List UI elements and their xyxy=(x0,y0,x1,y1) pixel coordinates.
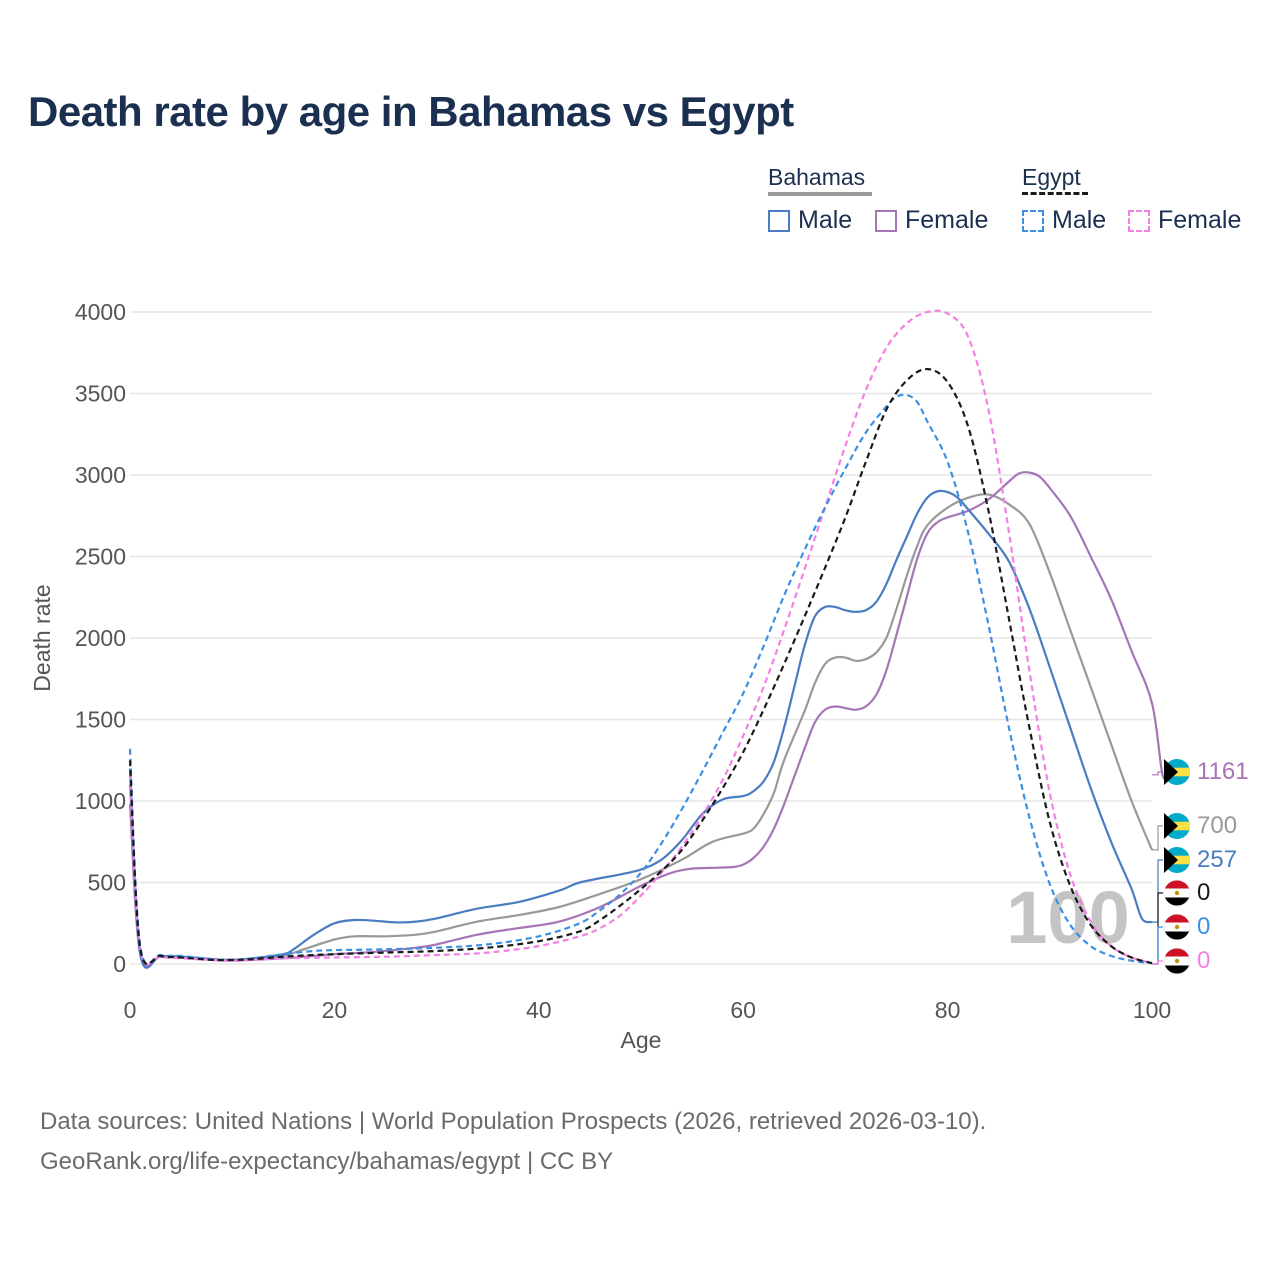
x-tick-label: 40 xyxy=(526,997,552,1023)
legend-label-bahamas-male: Male xyxy=(798,206,853,234)
flag-bahamas-triangle xyxy=(1164,813,1178,839)
x-axis-label: Age xyxy=(621,1027,662,1053)
x-tick-label: 80 xyxy=(935,997,961,1023)
series-line-egypt-female xyxy=(128,309,1153,966)
legend-group-egypt: Egypt xyxy=(1022,164,1081,190)
series-line-egypt-total xyxy=(128,368,1153,966)
y-axis-label: Death rate xyxy=(29,584,55,691)
legend-item-egypt-male[interactable]: Male xyxy=(1022,206,1106,235)
x-tick-label: 100 xyxy=(1133,997,1171,1023)
legend-group-bahamas-underline xyxy=(768,192,872,196)
legend-item-bahamas-female[interactable]: Female xyxy=(875,206,988,235)
end-label-value-egypt-total: 0 xyxy=(1197,879,1210,906)
series-line-bahamas-male xyxy=(128,489,1153,969)
end-label-value-bahamas-total: 700 xyxy=(1197,812,1237,839)
y-tick-label: 3000 xyxy=(75,462,126,488)
x-tick-label: 60 xyxy=(730,997,756,1023)
end-label-value-bahamas-female: 1161 xyxy=(1197,758,1249,785)
legend-swatch-egypt-male xyxy=(1022,209,1044,232)
flag-egypt-red-band xyxy=(1165,880,1189,889)
legend-group-egypt-underline xyxy=(1022,192,1088,195)
end-label-value-bahamas-male: 257 xyxy=(1197,846,1237,873)
source-line-1: Data sources: United Nations | World Pop… xyxy=(40,1108,987,1135)
y-tick-label: 2500 xyxy=(75,544,126,570)
flag-egypt-black-band xyxy=(1165,931,1189,940)
legend-item-egypt-female[interactable]: Female xyxy=(1128,206,1241,235)
legend-label-egypt-male: Male xyxy=(1052,206,1107,234)
flag-bahamas-triangle xyxy=(1164,847,1178,873)
flag-egypt-eagle xyxy=(1174,890,1180,896)
end-label-connector xyxy=(1152,771,1163,776)
flag-egypt-red-band xyxy=(1165,914,1189,923)
y-tick-label: 3500 xyxy=(75,381,126,407)
end-label-connector xyxy=(1152,859,1163,923)
y-tick-label: 2000 xyxy=(75,625,126,651)
legend-swatch-egypt-female xyxy=(1128,209,1150,232)
y-tick-label: 500 xyxy=(88,870,126,896)
flag-egypt-eagle xyxy=(1174,924,1180,930)
chart-title: Death rate by age in Bahamas vs Egypt xyxy=(28,88,794,135)
y-tick-label: 0 xyxy=(113,951,126,977)
legend-label-egypt-female: Female xyxy=(1158,206,1242,234)
series-line-egypt-male xyxy=(128,393,1153,965)
flag-egypt-red-band xyxy=(1165,948,1189,957)
y-tick-label: 1500 xyxy=(75,707,126,733)
x-tick-label: 20 xyxy=(322,997,348,1023)
flag-bahamas-triangle xyxy=(1164,759,1178,785)
legend-item-bahamas-male[interactable]: Male xyxy=(768,206,852,235)
y-tick-label: 1000 xyxy=(75,788,126,814)
legend-swatch-bahamas-male xyxy=(768,209,790,232)
legend-swatch-bahamas-female xyxy=(875,209,897,232)
y-tick-label: 4000 xyxy=(75,299,126,325)
flag-egypt-black-band xyxy=(1165,897,1189,906)
end-label-value-egypt-male: 0 xyxy=(1197,913,1210,940)
x-tick-label: 0 xyxy=(124,997,137,1023)
flag-egypt-eagle xyxy=(1174,958,1180,964)
end-label-value-egypt-female: 0 xyxy=(1197,947,1210,974)
end-label-connector xyxy=(1152,825,1163,851)
source-line-2: GeoRank.org/life-expectancy/bahamas/egyp… xyxy=(40,1148,614,1175)
series-line-bahamas-female xyxy=(128,471,1169,968)
legend-group-bahamas: Bahamas xyxy=(768,164,866,190)
flag-egypt-black-band xyxy=(1165,965,1189,974)
end-label-connector xyxy=(1152,926,1163,965)
end-label-connector xyxy=(1152,960,1163,965)
legend-label-bahamas-female: Female xyxy=(905,206,989,234)
